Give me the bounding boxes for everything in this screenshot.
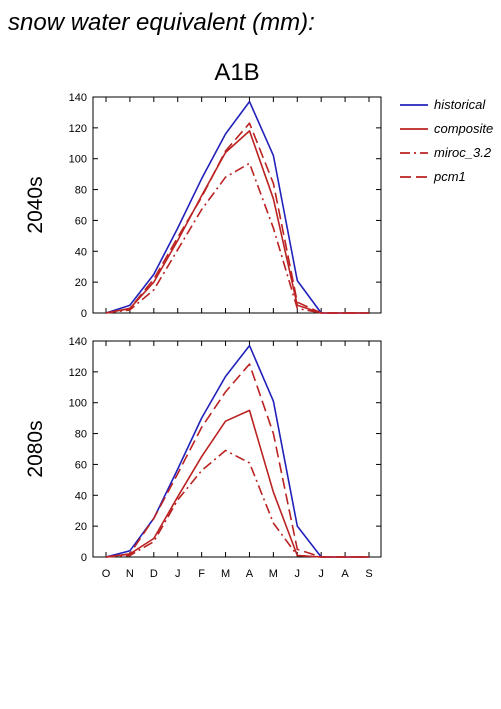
row-label-2040s: 2040s bbox=[24, 176, 47, 233]
x-tick-label: S bbox=[365, 568, 372, 580]
legend-label-miroc-3-2: miroc_3.2 bbox=[434, 145, 492, 160]
x-tick-label: A bbox=[341, 568, 349, 580]
y-tick-label: 120 bbox=[69, 123, 87, 135]
x-tick-label: J bbox=[295, 568, 301, 580]
series-line-miroc-3-2 bbox=[105, 162, 369, 314]
y-tick-label: 0 bbox=[81, 552, 87, 564]
x-tick-label: F bbox=[198, 568, 205, 580]
y-tick-label: 80 bbox=[75, 185, 87, 197]
y-tick-label: 140 bbox=[69, 336, 87, 348]
legend-label-historical: historical bbox=[434, 97, 486, 112]
figure-title: snow water equivalent (mm): bbox=[8, 9, 315, 36]
series-line-pcm1 bbox=[105, 122, 369, 314]
y-tick-label: 60 bbox=[75, 459, 87, 471]
y-tick-label: 140 bbox=[69, 92, 87, 104]
x-tick-label: A bbox=[246, 568, 254, 580]
series-line-pcm1 bbox=[105, 363, 369, 558]
legend-label-pcm1: pcm1 bbox=[433, 169, 466, 184]
y-tick-label: 40 bbox=[75, 490, 87, 502]
legend-label-composite: composite bbox=[434, 121, 493, 136]
x-tick-label: J bbox=[318, 568, 324, 580]
y-tick-label: 60 bbox=[75, 215, 87, 227]
y-tick-label: 100 bbox=[69, 398, 87, 410]
y-tick-label: 20 bbox=[75, 521, 87, 533]
x-tick-label: N bbox=[126, 568, 134, 580]
y-tick-label: 40 bbox=[75, 246, 87, 258]
series-line-composite bbox=[105, 130, 369, 314]
series-line-composite bbox=[105, 409, 369, 558]
y-tick-label: 120 bbox=[69, 367, 87, 379]
series-line-miroc-3-2 bbox=[105, 449, 369, 558]
plot-frame bbox=[92, 96, 382, 314]
panel-title: A1B bbox=[214, 59, 259, 86]
plot-frame bbox=[92, 340, 382, 558]
x-tick-label: M bbox=[221, 568, 230, 580]
legend: historical composite miroc_3.2 pcm1 bbox=[400, 97, 493, 184]
x-tick-label: J bbox=[175, 568, 181, 580]
row-label-2080s: 2080s bbox=[24, 420, 47, 477]
y-tick-label: 100 bbox=[69, 154, 87, 166]
series-line-historical bbox=[105, 100, 369, 314]
panel-2040s: 0 20 40 60 80 100 120 140 bbox=[69, 92, 382, 320]
y-tick-label: 80 bbox=[75, 429, 87, 441]
x-tick-label: D bbox=[150, 568, 158, 580]
x-tick-label: O bbox=[102, 568, 111, 580]
y-tick-label: 20 bbox=[75, 277, 87, 289]
panel-2080s: 0 20 40 60 80 100 120 140 O N D J F M A M J J A S bbox=[69, 336, 382, 580]
x-tick-label: M bbox=[269, 568, 278, 580]
y-tick-label: 0 bbox=[81, 308, 87, 320]
